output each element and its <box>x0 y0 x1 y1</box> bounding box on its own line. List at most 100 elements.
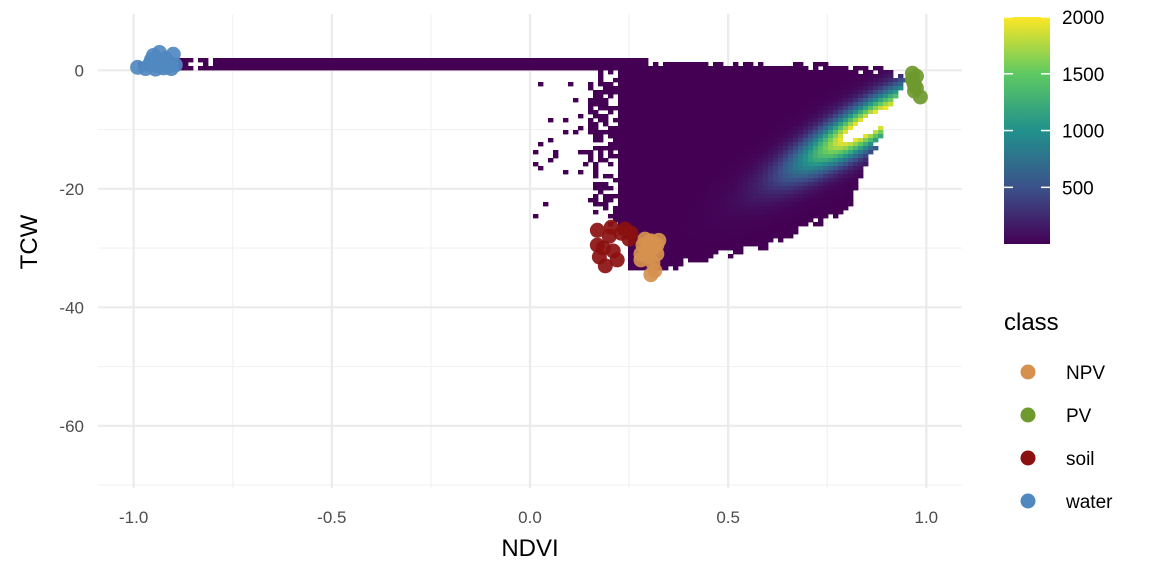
density-cell <box>793 210 799 215</box>
density-cell <box>778 190 784 195</box>
density-cell <box>748 154 754 159</box>
density-cell <box>758 226 764 231</box>
density-cell <box>573 98 579 103</box>
density-cell <box>858 150 864 155</box>
density-cell <box>813 182 819 187</box>
density-cell <box>708 114 714 119</box>
density-cell <box>703 194 709 199</box>
density-cell <box>738 230 744 235</box>
density-cell <box>678 106 684 111</box>
density-cell <box>728 70 734 75</box>
density-cell <box>763 70 769 75</box>
density-cell <box>208 66 214 71</box>
density-cell <box>688 198 694 203</box>
density-cell <box>858 170 864 175</box>
density-cell <box>783 170 789 175</box>
density-cell <box>653 162 659 167</box>
density-cell <box>708 234 714 239</box>
density-cell <box>778 82 784 87</box>
density-cell <box>713 110 719 115</box>
density-cell <box>688 250 694 255</box>
density-cell <box>683 86 689 91</box>
density-cell <box>808 94 814 99</box>
density-cell <box>683 94 689 99</box>
density-cell <box>793 178 799 183</box>
density-cell <box>758 170 764 175</box>
density-cell <box>373 66 379 71</box>
density-cell <box>663 206 669 211</box>
density-cell <box>333 66 339 71</box>
density-cell <box>693 170 699 175</box>
density-cell <box>438 62 444 67</box>
density-cell <box>803 134 809 139</box>
density-cell <box>703 238 709 243</box>
density-cell <box>673 186 679 191</box>
density-cell <box>833 110 839 115</box>
density-cell <box>748 98 754 103</box>
density-cell <box>848 86 854 91</box>
density-cell <box>668 130 674 135</box>
density-cell <box>623 118 629 123</box>
density-cell <box>828 134 834 139</box>
density-cell <box>693 74 699 79</box>
density-cell <box>668 162 674 167</box>
density-cell <box>593 58 599 63</box>
density-cell <box>723 238 729 243</box>
density-cell <box>633 58 639 63</box>
density-cell <box>793 206 799 211</box>
density-cell <box>813 222 819 227</box>
density-cell <box>498 58 504 63</box>
density-cell <box>673 122 679 127</box>
density-cell <box>758 90 764 95</box>
density-cell <box>798 150 804 155</box>
density-cell <box>818 150 824 155</box>
density-cell <box>668 150 674 155</box>
density-cell <box>768 166 774 171</box>
density-cell <box>773 102 779 107</box>
density-cell <box>783 102 789 107</box>
density-cell <box>663 166 669 171</box>
density-cell <box>633 174 639 179</box>
density-cell <box>658 202 664 207</box>
density-cell <box>713 74 719 79</box>
density-cell <box>808 178 814 183</box>
density-cell <box>733 90 739 95</box>
density-cell <box>618 206 624 211</box>
density-cell <box>653 194 659 199</box>
density-cell <box>213 66 219 71</box>
density-cell <box>473 58 479 63</box>
density-cell <box>843 118 849 123</box>
density-cell <box>848 134 854 139</box>
density-cell <box>703 82 709 87</box>
density-cell <box>723 78 729 83</box>
density-cell <box>663 66 669 71</box>
density-cell <box>663 222 669 227</box>
plot-panel <box>98 14 962 488</box>
density-cell <box>858 126 864 131</box>
density-cell <box>623 190 629 195</box>
density-cell <box>828 106 834 111</box>
density-cell <box>738 138 744 143</box>
density-cell <box>733 74 739 79</box>
density-cell <box>783 150 789 155</box>
density-cell <box>688 70 694 75</box>
density-cell <box>663 214 669 219</box>
density-cell <box>798 166 804 171</box>
density-cell <box>863 118 869 123</box>
density-cell <box>568 62 574 67</box>
density-cell <box>388 58 394 63</box>
density-cell <box>813 142 819 147</box>
density-cell <box>783 146 789 151</box>
density-cell <box>743 62 749 67</box>
density-cell <box>683 246 689 251</box>
density-cell <box>658 214 664 219</box>
density-cell <box>733 114 739 119</box>
density-cell <box>643 86 649 91</box>
density-cell <box>743 218 749 223</box>
density-cell <box>583 58 589 63</box>
density-cell <box>803 206 809 211</box>
density-cell <box>608 142 614 147</box>
density-cell <box>698 134 704 139</box>
density-cell <box>783 154 789 159</box>
density-cell <box>678 170 684 175</box>
